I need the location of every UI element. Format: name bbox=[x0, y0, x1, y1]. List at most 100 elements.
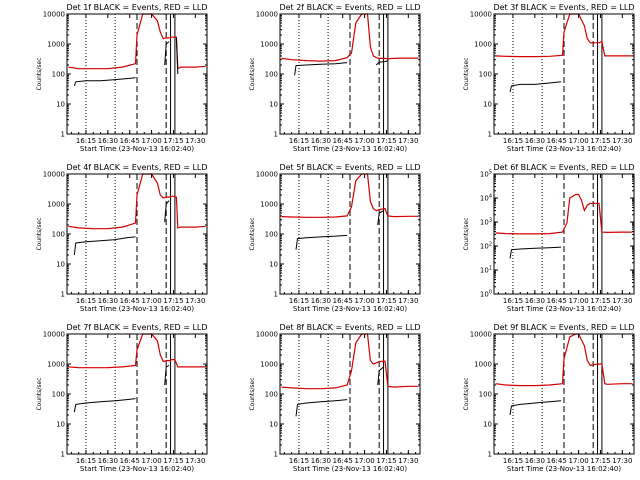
events-rate-series bbox=[295, 234, 348, 250]
panel-5: Det 5f BLACK = Events, RED = LLD 1 10 100 10… bbox=[249, 163, 421, 313]
y-axis-label: Counts/sec bbox=[249, 377, 256, 410]
panel-2: Det 2f BLACK = Events, RED = LLD 1 10 100 10… bbox=[249, 3, 421, 153]
x-tick-label: 17:30 bbox=[185, 297, 205, 305]
x-tick-label: 17:00 bbox=[141, 297, 161, 305]
y-tick-label: 1 bbox=[274, 291, 278, 299]
x-tick-label: 17:30 bbox=[612, 457, 632, 465]
panel-3: Det 3f BLACK = Events, RED = LLD 1 10 100 10… bbox=[463, 3, 635, 153]
y-tick-label: 1 bbox=[61, 291, 65, 299]
panel-title: Det 7f BLACK = Events, RED = LLD bbox=[66, 323, 207, 332]
y-tick-label: 100 bbox=[52, 71, 65, 79]
y-tick-label: 100 bbox=[265, 231, 278, 239]
x-axis-label: Start Time (23-Nov-13 16:02:40) bbox=[507, 305, 621, 313]
x-tick-label: 16:30 bbox=[311, 137, 331, 145]
y-axis-label: Counts/sec bbox=[36, 377, 43, 410]
panel-title: Det 1f BLACK = Events, RED = LLD bbox=[66, 3, 207, 12]
panel-title: Det 2f BLACK = Events, RED = LLD bbox=[279, 3, 420, 12]
x-axis-label: Start Time (23-Nov-13 16:02:40) bbox=[80, 465, 194, 473]
y-tick-label: 10 bbox=[56, 421, 65, 429]
x-tick-label: 17:30 bbox=[398, 457, 418, 465]
x-tick-label: 16:45 bbox=[547, 457, 567, 465]
x-tick-label: 16:45 bbox=[547, 297, 567, 305]
y-tick-label: 1 bbox=[488, 131, 492, 139]
x-tick-label: 17:30 bbox=[612, 297, 632, 305]
y-tick-label: 1000 bbox=[260, 201, 278, 209]
y-tick-label: 10 bbox=[483, 421, 492, 429]
y-tick-label: 10000 bbox=[43, 331, 65, 339]
x-tick-label: 17:15 bbox=[590, 137, 610, 145]
x-axis-label: Start Time (23-Nov-13 16:02:40) bbox=[507, 145, 621, 153]
y-tick-label: 1000 bbox=[474, 361, 492, 369]
x-axis-label: Start Time (23-Nov-13 16:02:40) bbox=[293, 145, 407, 153]
x-tick-label: 16:45 bbox=[333, 137, 353, 145]
x-tick-label: 16:15 bbox=[289, 457, 309, 465]
y-tick-label: 1 bbox=[488, 451, 492, 459]
x-tick-label: 17:15 bbox=[590, 297, 610, 305]
y-tick-label: 1 bbox=[274, 131, 278, 139]
x-tick-label: 17:30 bbox=[398, 297, 418, 305]
y-tick-label: 1000 bbox=[47, 201, 65, 209]
x-tick-label: 16:45 bbox=[547, 137, 567, 145]
x-tick-label: 16:15 bbox=[289, 137, 309, 145]
x-tick-label: 17:00 bbox=[568, 297, 588, 305]
events-rate-series bbox=[73, 398, 136, 413]
panel-title: Det 8f BLACK = Events, RED = LLD bbox=[279, 323, 420, 332]
y-tick-label: 104 bbox=[480, 194, 492, 203]
lld-rate-series bbox=[495, 333, 633, 387]
x-tick-label: 17:00 bbox=[354, 137, 374, 145]
x-tick-label: 17:15 bbox=[163, 297, 183, 305]
events-rate-series bbox=[375, 60, 389, 66]
events-rate-series bbox=[73, 77, 136, 87]
panel-title: Det 9f BLACK = Events, RED = LLD bbox=[493, 323, 634, 332]
x-tick-label: 16:30 bbox=[311, 297, 331, 305]
x-tick-label: 16:15 bbox=[289, 297, 309, 305]
events-rate-series bbox=[377, 366, 384, 386]
events-rate-series bbox=[175, 37, 179, 75]
panel-title: Det 3f BLACK = Events, RED = LLD bbox=[493, 3, 634, 12]
y-tick-label: 1 bbox=[61, 131, 65, 139]
x-tick-label: 16:45 bbox=[333, 457, 353, 465]
y-tick-label: 100 bbox=[52, 231, 65, 239]
x-axis-label: Start Time (23-Nov-13 16:02:40) bbox=[293, 305, 407, 313]
events-rate-series bbox=[509, 246, 562, 259]
y-axis-label: Counts/sec bbox=[463, 217, 470, 250]
x-tick-label: 17:30 bbox=[185, 457, 205, 465]
x-tick-label: 16:30 bbox=[525, 297, 545, 305]
y-tick-label: 10000 bbox=[470, 11, 492, 19]
x-tick-label: 17:00 bbox=[354, 457, 374, 465]
x-tick-label: 16:30 bbox=[525, 137, 545, 145]
y-tick-label: 1000 bbox=[260, 41, 278, 49]
x-tick-label: 16:30 bbox=[525, 457, 545, 465]
y-tick-label: 10000 bbox=[43, 11, 65, 19]
panel-6: Det 6f BLACK = Events, RED = LLD 100 101 10… bbox=[463, 163, 635, 313]
x-tick-label: 16:15 bbox=[76, 457, 96, 465]
x-tick-label: 16:45 bbox=[120, 137, 140, 145]
y-tick-label: 103 bbox=[480, 218, 492, 227]
x-tick-label: 16:15 bbox=[503, 297, 523, 305]
events-rate-series bbox=[295, 399, 348, 417]
y-tick-label: 1000 bbox=[47, 41, 65, 49]
y-tick-label: 10000 bbox=[470, 331, 492, 339]
x-tick-label: 17:15 bbox=[376, 297, 396, 305]
y-tick-label: 101 bbox=[480, 266, 492, 275]
y-tick-label: 100 bbox=[265, 71, 278, 79]
x-tick-label: 17:00 bbox=[141, 457, 161, 465]
events-rate-series bbox=[509, 81, 562, 93]
y-tick-label: 100 bbox=[480, 290, 492, 299]
events-rate-series bbox=[164, 41, 170, 66]
events-rate-series bbox=[377, 210, 384, 226]
y-axis-label: Counts/sec bbox=[463, 377, 470, 410]
x-axis-label: Start Time (23-Nov-13 16:02:40) bbox=[293, 465, 407, 473]
x-tick-label: 16:30 bbox=[311, 457, 331, 465]
y-tick-label: 102 bbox=[480, 242, 492, 251]
y-tick-label: 10 bbox=[269, 101, 278, 109]
y-tick-label: 10 bbox=[483, 101, 492, 109]
lld-rate-series bbox=[495, 193, 633, 235]
events-rate-series bbox=[509, 400, 562, 416]
y-axis-label: Counts/sec bbox=[36, 57, 43, 90]
x-tick-label: 17:30 bbox=[398, 137, 418, 145]
y-axis-label: Counts/sec bbox=[249, 217, 256, 250]
x-tick-label: 17:15 bbox=[163, 137, 183, 145]
y-tick-label: 10000 bbox=[256, 331, 278, 339]
x-axis-label: Start Time (23-Nov-13 16:02:40) bbox=[507, 465, 621, 473]
